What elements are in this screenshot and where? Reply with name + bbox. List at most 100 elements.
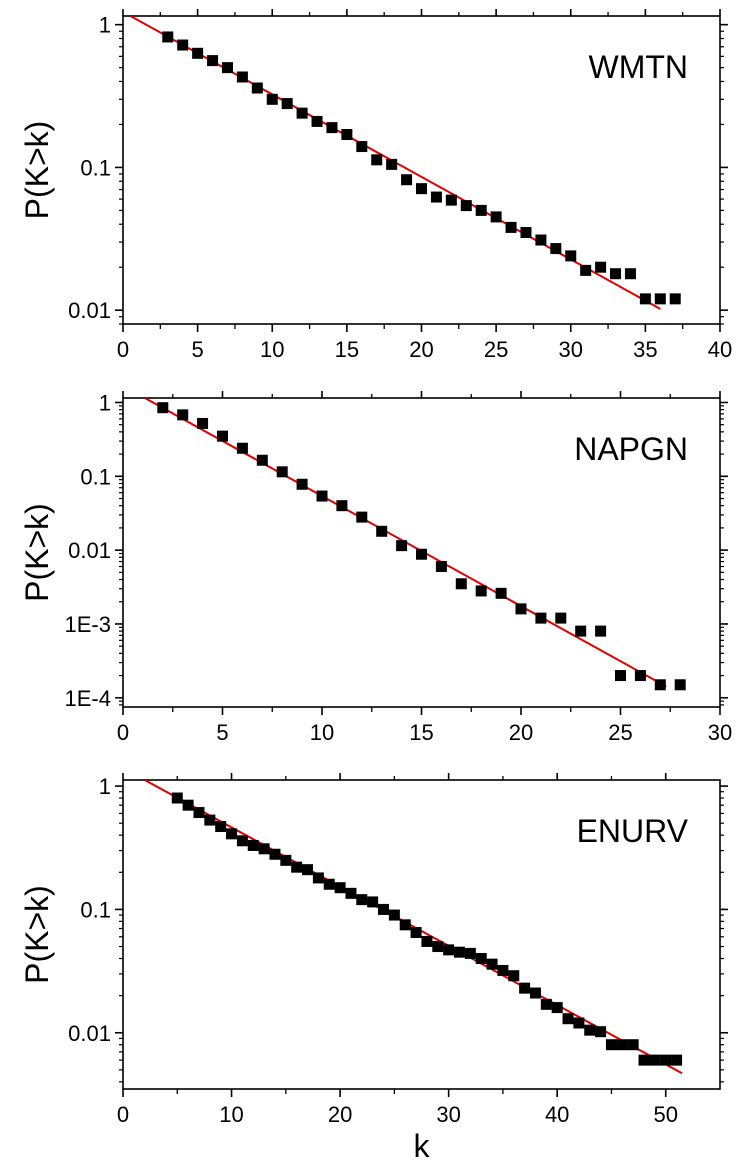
data-point — [416, 183, 427, 195]
y-tick-label: 0.1 — [80, 155, 111, 180]
data-point — [204, 814, 216, 826]
data-point — [311, 115, 323, 127]
data-point — [399, 919, 411, 931]
data-point — [421, 935, 433, 947]
data-point — [669, 293, 681, 305]
x-tick-label: 25 — [484, 337, 508, 362]
data-point — [535, 612, 547, 624]
data-point — [529, 987, 541, 999]
data-point — [401, 174, 413, 186]
y-tick-label: 1E-3 — [65, 612, 111, 637]
data-point — [207, 55, 219, 67]
data-layer — [144, 398, 686, 691]
data-point — [388, 909, 400, 921]
data-point — [495, 587, 507, 599]
x-tick-label: 50 — [653, 1102, 677, 1127]
data-point — [326, 122, 338, 134]
plot-frame — [122, 779, 721, 1090]
data-point — [192, 47, 204, 59]
data-point — [639, 293, 651, 305]
data-point — [316, 490, 328, 502]
data-point — [519, 982, 531, 994]
data-point — [610, 268, 622, 280]
data-point — [269, 848, 281, 860]
data-layer — [144, 780, 683, 1075]
x-tick-label: 5 — [216, 720, 228, 745]
y-tick-label: 0.1 — [80, 464, 111, 489]
data-point — [453, 946, 465, 958]
x-tick-label: 0 — [117, 337, 129, 362]
data-point — [654, 679, 666, 691]
data-layer — [129, 16, 681, 310]
data-point — [562, 1013, 574, 1025]
chart-panel-2: 0 5 10 15 20 25 30 1 0.1 0.01 1E-3 1E-4 P(K>k) NAPGN — [19, 390, 732, 745]
data-point — [296, 107, 308, 119]
data-point — [276, 466, 288, 478]
data-point — [162, 31, 174, 43]
data-point — [291, 861, 303, 873]
data-point — [256, 454, 268, 466]
data-point — [595, 1026, 607, 1038]
y-tick-label: 1E-4 — [65, 686, 111, 711]
data-point — [312, 872, 324, 884]
data-point — [416, 548, 427, 560]
data-point — [226, 828, 238, 840]
chart-panel-3: 0 10 20 30 40 50 1 0.1 0.01 P(K>k) k ENURV — [19, 773, 728, 1161]
data-point — [475, 953, 487, 965]
data-point — [345, 887, 357, 899]
data-point — [505, 221, 517, 233]
data-point — [432, 941, 444, 953]
data-point — [296, 478, 308, 490]
panel-label: ENURV — [577, 813, 689, 849]
data-point — [410, 926, 422, 938]
data-point — [371, 154, 383, 166]
data-point — [455, 578, 467, 590]
data-point — [266, 93, 278, 105]
x-tick-label: 10 — [260, 337, 284, 362]
data-point — [236, 71, 248, 83]
data-point — [580, 264, 592, 276]
data-point — [660, 1054, 672, 1066]
data-point — [555, 612, 567, 624]
y-axis-title: P(K>k) — [19, 121, 55, 220]
data-point — [376, 525, 388, 537]
data-point — [464, 947, 476, 959]
data-point — [258, 843, 270, 855]
data-point — [217, 430, 228, 442]
data-point — [341, 129, 353, 141]
data-point — [356, 511, 368, 523]
data-point — [215, 821, 227, 833]
data-point — [520, 226, 532, 238]
y-axis-title: P(K>k) — [19, 885, 55, 984]
x-tick-label: 10 — [310, 720, 334, 745]
data-point — [615, 670, 626, 682]
data-point — [171, 792, 183, 804]
data-point — [443, 944, 455, 956]
data-point — [671, 1054, 683, 1066]
data-point — [396, 540, 408, 552]
x-tick-label: 5 — [192, 337, 204, 362]
y-axis-title: P(K>k) — [19, 503, 55, 602]
x-tick-label: 20 — [328, 1102, 352, 1127]
x-tick-label: 30 — [559, 337, 583, 362]
chart-panel-1: 0 5 10 15 20 25 30 35 40 1 0.1 0.01 P(K>k) WMTN — [19, 9, 732, 362]
data-point — [605, 1039, 617, 1051]
data-point — [386, 158, 398, 170]
data-point — [627, 1039, 639, 1051]
y-tick-label: 0.1 — [80, 897, 111, 922]
data-point — [367, 896, 379, 908]
data-point — [573, 1017, 585, 1029]
panel-label: NAPGN — [574, 431, 688, 467]
x-tick-label: 35 — [633, 337, 657, 362]
data-point — [540, 998, 552, 1010]
data-point — [302, 864, 314, 876]
data-point — [281, 98, 293, 110]
data-point — [634, 670, 646, 682]
data-point — [624, 268, 636, 280]
data-point — [435, 561, 447, 573]
x-tick-label: 15 — [409, 720, 433, 745]
x-tick-label: 40 — [708, 337, 732, 362]
data-point — [221, 62, 233, 74]
data-point — [236, 835, 248, 847]
